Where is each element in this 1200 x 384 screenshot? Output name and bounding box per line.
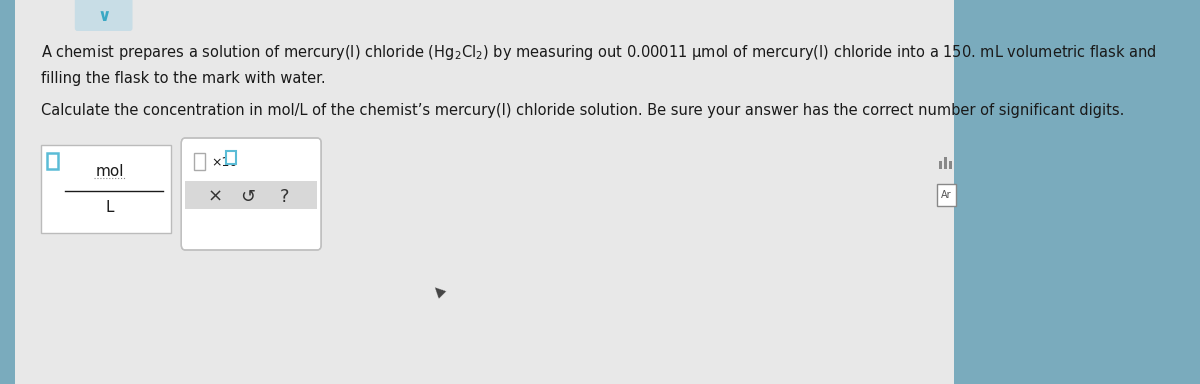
FancyBboxPatch shape [193, 153, 205, 170]
Text: ∨: ∨ [97, 7, 110, 25]
Text: ×10: ×10 [211, 156, 238, 169]
Text: ▲: ▲ [431, 281, 448, 299]
FancyBboxPatch shape [937, 184, 956, 206]
FancyBboxPatch shape [181, 138, 322, 250]
Text: L: L [106, 200, 114, 215]
Text: Ar: Ar [941, 190, 952, 200]
Text: Calculate the concentration in mol/L of the chemist’s mercury(I) chloride soluti: Calculate the concentration in mol/L of … [41, 103, 1124, 118]
Text: mol: mol [96, 164, 124, 179]
Text: ?: ? [280, 188, 289, 206]
Bar [940, 161, 942, 169]
Text: A chemist prepares a solution of mercury(I) chloride $\mathregular{(Hg_2Cl_2)}$ : A chemist prepares a solution of mercury… [41, 43, 1157, 61]
Bar [185, 181, 317, 209]
Bar [41, 145, 170, 233]
Text: ×: × [208, 188, 223, 206]
Bar [944, 157, 947, 169]
Bar [949, 161, 952, 169]
Text: filling the flask to the mark with water.: filling the flask to the mark with water… [41, 71, 325, 86]
FancyBboxPatch shape [47, 153, 58, 169]
FancyBboxPatch shape [226, 151, 235, 164]
FancyBboxPatch shape [74, 0, 132, 31]
Bar [944, 157, 947, 169]
Text: ↺: ↺ [240, 188, 256, 206]
